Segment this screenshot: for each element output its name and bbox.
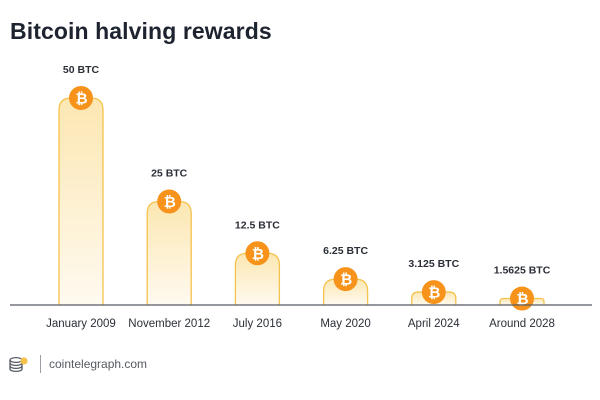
data-label: 50 BTC	[63, 64, 100, 76]
data-label: 1.5625 BTC	[494, 265, 551, 277]
chart-title: Bitcoin halving rewards	[10, 18, 272, 44]
footer-site: cointelegraph.com	[49, 357, 148, 371]
x-tick-label: April 2024	[408, 318, 460, 330]
svg-text:₿: ₿	[252, 245, 264, 263]
bar-0	[59, 98, 103, 305]
svg-text:₿: ₿	[516, 290, 528, 308]
data-label: 12.5 BTC	[235, 219, 280, 231]
bar-1	[147, 201, 192, 305]
x-tick-label: January 2009	[46, 318, 116, 330]
svg-text:₿: ₿	[164, 193, 176, 211]
svg-text:₿: ₿	[75, 90, 87, 108]
cointelegraph-logo-icon	[9, 356, 28, 373]
data-label: 25 BTC	[151, 168, 188, 180]
footer: cointelegraph.com	[8, 354, 147, 374]
bar-3	[323, 279, 368, 305]
svg-text:₿: ₿	[428, 284, 440, 302]
x-tick-label: May 2020	[320, 318, 371, 330]
bitcoin-icon: ₿	[69, 86, 93, 110]
svg-text:₿: ₿	[340, 271, 352, 289]
bitcoin-icon: ₿	[510, 286, 534, 311]
x-tick-label: July 2016	[233, 318, 282, 330]
data-label: 3.125 BTC	[408, 258, 459, 270]
bitcoin-icon: ₿	[421, 280, 446, 305]
x-tick-label: Around 2028	[489, 318, 555, 330]
x-tick-label: November 2012	[128, 318, 210, 330]
data-label: 6.25 BTC	[323, 245, 368, 257]
bitcoin-icon: ₿	[333, 267, 358, 292]
bitcoin-icon: ₿	[245, 241, 270, 266]
footer-divider	[40, 355, 41, 373]
bitcoin-icon: ₿	[157, 189, 182, 214]
bar-2	[235, 253, 280, 305]
